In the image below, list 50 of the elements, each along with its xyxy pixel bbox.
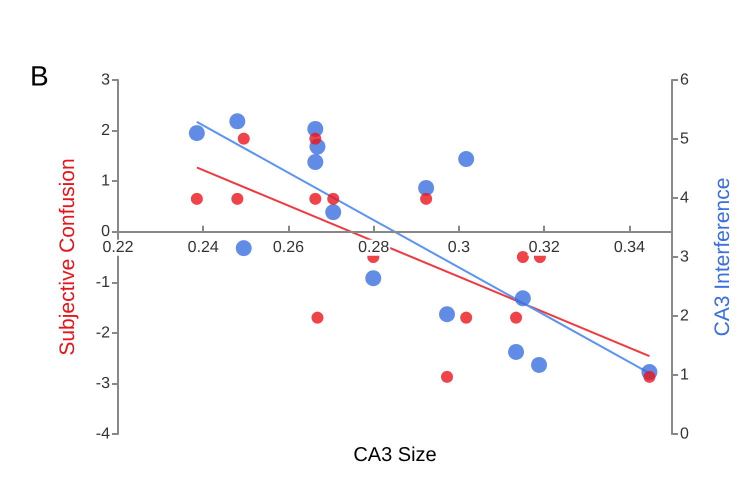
y2-tick-label: 1 (680, 366, 689, 384)
y2-tick-label: 0 (680, 426, 689, 442)
point (439, 306, 455, 322)
text: B (30, 60, 49, 92)
y-tick-label: 0 (101, 223, 110, 240)
point (311, 312, 324, 324)
point (238, 132, 250, 145)
point (309, 192, 322, 205)
point (325, 204, 342, 220)
x-tick-label: 0.26 (272, 239, 304, 256)
point (514, 290, 531, 306)
x-tick-label: 0.34 (614, 239, 646, 256)
y-tick-label: -4 (96, 426, 110, 442)
point (531, 356, 548, 373)
y-tick-label: -1 (96, 274, 110, 291)
point (229, 113, 246, 130)
y-tick-label: 3 (101, 72, 110, 88)
x-tick-label: 0.32 (528, 239, 560, 256)
y2-tick-label: 6 (680, 72, 689, 88)
point (236, 240, 252, 256)
point (327, 192, 340, 205)
y-axis-title: Subjective Confusion (56, 158, 79, 356)
point (460, 312, 472, 324)
y-tick-label: -3 (96, 374, 110, 392)
point (307, 154, 324, 170)
x-tick-label: 0.3 (448, 239, 470, 256)
point (365, 270, 382, 286)
text: CA3 Size (353, 444, 437, 466)
y2-tick-label: 2 (680, 308, 689, 324)
x-tick-label: 0.28 (358, 239, 390, 256)
point (508, 344, 524, 360)
y2-tick-label: 3 (680, 248, 689, 266)
x-tick-label: 0.22 (102, 239, 134, 256)
y-tick-label: -2 (96, 324, 110, 342)
x-tick-label: 0.24 (188, 239, 219, 256)
point (418, 180, 434, 196)
point (309, 132, 322, 145)
point (441, 370, 453, 383)
point (190, 192, 203, 205)
point (516, 251, 529, 263)
y-tick-label: 2 (101, 122, 110, 140)
y-tick-label: 1 (101, 172, 110, 190)
point (231, 192, 244, 205)
y2-tick-label: 5 (680, 130, 689, 148)
point (510, 312, 522, 324)
point (458, 151, 474, 168)
y2-tick-label: 4 (680, 190, 689, 206)
point (420, 192, 432, 205)
y2-axis-title: CA3 Interference (711, 178, 734, 336)
point (188, 125, 205, 142)
